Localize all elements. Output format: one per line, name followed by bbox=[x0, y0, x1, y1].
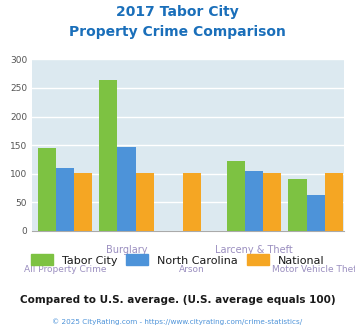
Text: 2017 Tabor City: 2017 Tabor City bbox=[116, 5, 239, 19]
Bar bbox=[38, 148, 56, 231]
Text: Arson: Arson bbox=[179, 265, 205, 274]
Bar bbox=[99, 80, 118, 231]
Text: Compared to U.S. average. (U.S. average equals 100): Compared to U.S. average. (U.S. average … bbox=[20, 295, 335, 305]
Bar bbox=[74, 173, 92, 231]
Bar bbox=[56, 168, 74, 231]
Text: Motor Vehicle Theft: Motor Vehicle Theft bbox=[272, 265, 355, 274]
Bar bbox=[118, 147, 136, 231]
Bar bbox=[227, 161, 245, 231]
Bar bbox=[136, 173, 154, 231]
Text: All Property Crime: All Property Crime bbox=[23, 265, 106, 274]
Bar bbox=[263, 173, 281, 231]
Bar bbox=[324, 173, 343, 231]
Text: Property Crime Comparison: Property Crime Comparison bbox=[69, 25, 286, 39]
Text: Larceny & Theft: Larceny & Theft bbox=[215, 245, 293, 255]
Legend: Tabor City, North Carolina, National: Tabor City, North Carolina, National bbox=[26, 250, 329, 270]
Bar bbox=[183, 173, 201, 231]
Text: © 2025 CityRating.com - https://www.cityrating.com/crime-statistics/: © 2025 CityRating.com - https://www.city… bbox=[53, 318, 302, 325]
Bar bbox=[289, 179, 306, 231]
Bar bbox=[306, 195, 324, 231]
Bar bbox=[245, 171, 263, 231]
Text: Burglary: Burglary bbox=[106, 245, 147, 255]
